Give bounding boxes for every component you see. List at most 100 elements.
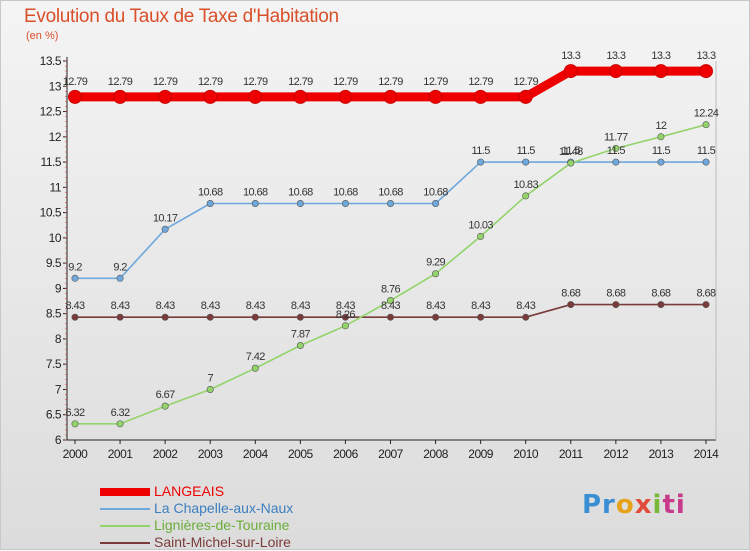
data-label: 12.79 (468, 76, 493, 88)
data-label: 8.43 (471, 300, 490, 312)
data-point (161, 402, 169, 410)
data-label: 11.5 (472, 145, 491, 157)
data-point (428, 89, 443, 104)
legend-swatch-saint-michel (100, 542, 150, 544)
y-axis-label: (en %) (26, 30, 59, 42)
data-label: 8.68 (651, 288, 670, 300)
x-tick-label: 2011 (559, 447, 584, 461)
y-tick-label: 9.5 (46, 256, 62, 270)
x-tick-label: 2003 (198, 447, 224, 461)
data-label: 10.68 (378, 187, 403, 199)
data-label: 11.5 (652, 145, 671, 157)
data-point (522, 192, 530, 200)
x-tick-label: 2006 (333, 447, 359, 461)
data-label: 12 (655, 120, 667, 132)
data-label: 13.3 (606, 50, 625, 62)
legend-label-saint-michel: Saint-Michel-sur-Loire (154, 534, 291, 550)
data-point (341, 322, 349, 330)
data-point (657, 301, 665, 309)
proxiti-logo: Proxiti (582, 490, 686, 520)
data-label: 12.79 (243, 76, 268, 88)
data-label: 8.43 (246, 300, 265, 312)
data-point (296, 313, 304, 321)
data-point (296, 200, 304, 208)
data-label: 7.87 (291, 329, 310, 341)
x-tick-label: 2013 (649, 447, 675, 461)
data-point (386, 313, 394, 321)
data-label: 10.17 (153, 212, 178, 224)
data-label: 11.5 (517, 145, 536, 157)
data-point (567, 301, 575, 309)
logo-part: i (652, 490, 663, 520)
data-point (563, 64, 578, 79)
x-tick-label: 2010 (513, 447, 539, 461)
data-label: 12.79 (288, 76, 313, 88)
data-label: 11.5 (562, 145, 581, 157)
y-tick-label: 12 (49, 130, 62, 144)
data-point (702, 121, 710, 129)
legend-label-langeais: LANGEAIS (154, 483, 225, 499)
data-point (477, 158, 485, 166)
data-point (657, 158, 665, 166)
data-point (113, 89, 128, 104)
data-label: 9.2 (113, 261, 127, 273)
legend-label-lignieres: Lignières-de-Touraine (154, 517, 290, 533)
data-label: 8.43 (291, 300, 310, 312)
data-point (432, 313, 440, 321)
data-point (477, 232, 485, 240)
legend-swatch-lignieres (100, 525, 150, 527)
data-point (612, 144, 620, 152)
data-point (386, 200, 394, 208)
data-point (296, 342, 304, 350)
data-point (432, 200, 440, 208)
chart-title: Evolution du Taux de Taxe d'Habitation (24, 6, 339, 27)
data-label: 8.43 (426, 300, 445, 312)
logo-part: x (634, 490, 653, 520)
data-label: 12.79 (423, 76, 448, 88)
data-label: 10.03 (468, 219, 493, 231)
data-point (206, 200, 214, 208)
logo-part: o (615, 490, 635, 520)
data-label: 9.29 (426, 257, 445, 269)
legend-swatch-la-chapelle (100, 508, 150, 510)
data-label: 9.2 (68, 261, 82, 273)
data-label: 8.43 (111, 300, 130, 312)
data-point (522, 313, 530, 321)
data-point (161, 313, 169, 321)
logo-part: ti (662, 490, 686, 520)
data-label: 10.68 (423, 187, 448, 199)
y-tick-label: 11.5 (41, 155, 62, 169)
data-point (702, 301, 710, 309)
y-tick-label: 11 (50, 180, 62, 194)
x-tick-label: 2002 (153, 447, 179, 461)
data-label: 8.68 (561, 288, 580, 300)
data-point (71, 313, 79, 321)
data-point (702, 158, 710, 166)
data-point (653, 64, 668, 79)
data-label: 8.43 (516, 300, 535, 312)
data-point (518, 89, 533, 104)
data-label: 8.43 (65, 300, 84, 312)
data-point (203, 89, 218, 104)
y-tick-label: 7 (55, 382, 62, 396)
data-label: 12.79 (63, 76, 88, 88)
data-label: 13.3 (651, 50, 670, 62)
data-point (206, 385, 214, 393)
x-tick-label: 2000 (63, 447, 89, 461)
data-point (251, 364, 259, 372)
data-label: 13.3 (696, 50, 715, 62)
data-label: 6.32 (111, 407, 130, 419)
data-point (251, 200, 259, 208)
data-point (206, 313, 214, 321)
data-label: 11.5 (697, 145, 716, 157)
data-label: 7.42 (246, 351, 265, 363)
y-tick-label: 10 (49, 231, 62, 245)
plot-area (67, 61, 716, 440)
data-point (432, 270, 440, 278)
data-label: 8.43 (336, 300, 355, 312)
data-label: 10.83 (513, 179, 538, 191)
data-point (341, 313, 349, 321)
data-label: 10.68 (288, 187, 313, 199)
data-label: 8.68 (606, 288, 625, 300)
data-label: 8.43 (381, 300, 400, 312)
